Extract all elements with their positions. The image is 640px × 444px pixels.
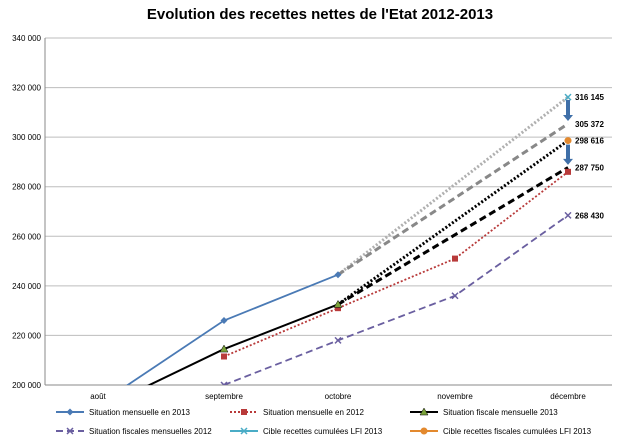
y-tick-label: 280 000 xyxy=(12,183,41,192)
series-0 xyxy=(126,271,342,385)
legend-label: Cible recettes cumulées LFI 2013 xyxy=(263,427,383,436)
y-tick-label: 220 000 xyxy=(12,331,41,340)
point-marker xyxy=(66,427,74,435)
x-tick-label: novembre xyxy=(437,392,473,401)
chart-title: Evolution des recettes nettes de l'Etat … xyxy=(146,6,494,23)
point-marker xyxy=(334,336,342,344)
y-tick-label: 200 000 xyxy=(12,381,41,390)
legend-item-4: Cible recettes cumulées LFI 2013 xyxy=(230,427,383,436)
legend-item-5: Cible recettes fiscales cumulées LFI 201… xyxy=(410,427,592,436)
legend-item-2: Situation fiscale mensuelle 2013 xyxy=(410,407,558,417)
point-marker xyxy=(240,427,248,435)
down-arrow-head xyxy=(563,158,573,165)
point-marker xyxy=(419,407,429,416)
point-marker xyxy=(452,255,458,262)
x-tick-label: octobre xyxy=(325,392,352,401)
projection-line xyxy=(337,122,569,276)
y-tick-label: 240 000 xyxy=(12,282,41,291)
series-5 xyxy=(564,137,572,145)
series-2 xyxy=(147,299,343,385)
point-marker xyxy=(565,168,571,175)
point-marker xyxy=(220,381,228,385)
point-marker xyxy=(564,211,572,219)
down-arrow-head xyxy=(563,115,573,122)
projection-line xyxy=(337,166,569,306)
point-marker xyxy=(66,408,74,416)
point-marker xyxy=(420,427,428,435)
projection-line xyxy=(337,139,569,306)
legend-label: Cible recettes fiscales cumulées LFI 201… xyxy=(443,427,592,436)
data-label: 268 430 xyxy=(575,211,604,220)
series-4 xyxy=(564,93,572,101)
series-line xyxy=(223,214,569,385)
point-marker xyxy=(334,271,342,279)
x-tick-label: septembre xyxy=(205,392,243,401)
point-marker xyxy=(333,299,343,308)
legend-label: Situation fiscale mensuelle 2013 xyxy=(443,408,558,417)
series-1 xyxy=(221,168,571,360)
x-tick-label: décembre xyxy=(550,392,586,401)
data-label: 316 145 xyxy=(575,93,604,102)
data-label: 298 616 xyxy=(575,137,604,146)
y-tick-label: 300 000 xyxy=(12,133,41,142)
down-arrow-shaft xyxy=(566,144,570,160)
series-3 xyxy=(220,211,572,385)
y-tick-label: 340 000 xyxy=(12,34,41,43)
point-marker xyxy=(451,292,459,300)
legend-label: Situation mensuelle en 2012 xyxy=(263,408,365,417)
legend-label: Situation mensuelle en 2013 xyxy=(89,408,191,417)
plot-area xyxy=(126,93,572,385)
y-tick-label: 260 000 xyxy=(12,232,41,241)
legend-item-1: Situation mensuelle en 2012 xyxy=(230,408,365,417)
data-label: 287 750 xyxy=(575,164,604,173)
series-line xyxy=(223,171,569,358)
y-tick-label: 320 000 xyxy=(12,84,41,93)
point-marker xyxy=(220,317,228,325)
legend-item-0: Situation mensuelle en 2013 xyxy=(56,408,191,417)
point-marker xyxy=(219,344,229,353)
point-marker xyxy=(564,93,572,101)
point-marker xyxy=(335,305,341,312)
point-marker xyxy=(221,353,227,360)
x-tick-label: août xyxy=(90,392,106,401)
data-label: 305 372 xyxy=(575,120,604,129)
legend-label: Situation fiscales mensuelles 2012 xyxy=(89,427,212,436)
point-marker xyxy=(564,137,572,145)
legend-item-3: Situation fiscales mensuelles 2012 xyxy=(56,427,212,436)
down-arrow-shaft xyxy=(566,99,570,117)
projection-line xyxy=(337,95,569,276)
point-marker xyxy=(241,409,247,415)
